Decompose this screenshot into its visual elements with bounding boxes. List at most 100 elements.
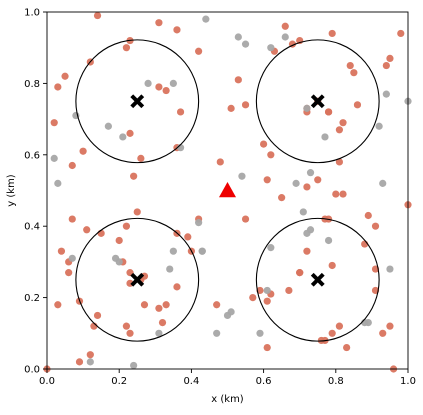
gray-point [119, 133, 127, 141]
red-point [386, 322, 394, 330]
red-point [263, 297, 271, 305]
red-point [371, 222, 380, 230]
red-point [249, 294, 257, 302]
red-point [155, 19, 163, 27]
red-point [162, 301, 170, 309]
red-point [68, 161, 76, 170]
red-point [227, 104, 235, 112]
x-tick-label: 0.8 [328, 376, 344, 387]
red-point [382, 61, 390, 70]
red-point [79, 147, 87, 155]
red-point [130, 172, 138, 180]
coverage-circle [255, 217, 380, 342]
gray-point [223, 311, 232, 320]
gray-point [299, 208, 307, 216]
center-x-marker [130, 272, 145, 287]
red-point [241, 215, 250, 223]
red-point [281, 22, 289, 30]
red-point [115, 236, 123, 245]
gray-point [104, 122, 112, 130]
gray-point [234, 33, 242, 41]
red-point [256, 286, 264, 295]
x-tick-label: 0.4 [183, 376, 199, 387]
gray-point [169, 247, 177, 255]
red-point [54, 83, 62, 91]
red-point [75, 358, 84, 366]
red-point [140, 301, 149, 309]
red-point [213, 301, 221, 309]
y-tick-label: 1.0 [24, 8, 40, 19]
gray-point [281, 33, 289, 41]
red-point [343, 343, 351, 352]
red-point [328, 29, 336, 38]
gray-point [386, 265, 394, 273]
y-tick-label: 0.0 [24, 365, 40, 376]
gray-point [321, 133, 329, 141]
x-axis-label: x (km) [211, 394, 244, 405]
gray-point [238, 172, 246, 180]
x-tick-label: 0.0 [39, 376, 55, 387]
red-point [184, 233, 192, 241]
red-point [328, 261, 336, 270]
plot-frame [46, 11, 409, 370]
red-point [97, 229, 105, 237]
center-x-marker [310, 94, 325, 109]
gray-point [68, 254, 76, 262]
red-point [65, 269, 73, 277]
red-point [173, 26, 181, 34]
red-point [122, 322, 131, 330]
gray-point [202, 15, 210, 23]
red-point [314, 176, 322, 184]
gray-point [241, 40, 250, 48]
y-tick-label: 0.2 [24, 293, 40, 304]
red-point [278, 194, 286, 202]
red-point [173, 283, 181, 291]
red-point [397, 29, 405, 38]
red-point [155, 304, 163, 312]
coverage-circle [75, 39, 200, 164]
red-point [263, 343, 271, 352]
red-point [122, 222, 131, 230]
red-point [332, 190, 340, 198]
red-point [133, 208, 141, 216]
red-point [176, 108, 185, 116]
red-point [122, 44, 131, 52]
red-point [234, 76, 242, 84]
gray-point [267, 44, 275, 52]
red-point [61, 72, 69, 80]
red-point [371, 265, 380, 273]
gray-point [198, 247, 206, 255]
red-point [267, 151, 275, 159]
gray-point [324, 236, 333, 245]
gray-point [115, 258, 123, 266]
gray-point [169, 79, 177, 87]
red-point [285, 286, 293, 295]
x-tick-label: 0.2 [111, 376, 127, 387]
red-point [379, 329, 387, 337]
gray-point [213, 329, 221, 337]
gray-point [54, 179, 62, 187]
red-point [386, 54, 394, 63]
red-point [371, 286, 380, 295]
red-point [335, 158, 344, 166]
coverage-circle [75, 217, 200, 342]
gray-point [382, 90, 390, 98]
red-point [57, 247, 66, 255]
y-tick-label: 0.8 [24, 79, 40, 90]
gray-point [86, 358, 94, 366]
x-tick-label: 1.0 [400, 376, 416, 387]
red-point [158, 318, 167, 327]
red-point [155, 83, 163, 91]
red-point [54, 301, 62, 309]
gray-point [303, 104, 311, 112]
red-point [50, 119, 58, 127]
red-point [335, 322, 344, 330]
gray-point [195, 219, 203, 227]
x-tick-label: 0.6 [256, 376, 272, 387]
red-point [162, 86, 170, 95]
red-point [328, 329, 336, 337]
red-point [303, 247, 311, 255]
red-point [339, 190, 347, 198]
